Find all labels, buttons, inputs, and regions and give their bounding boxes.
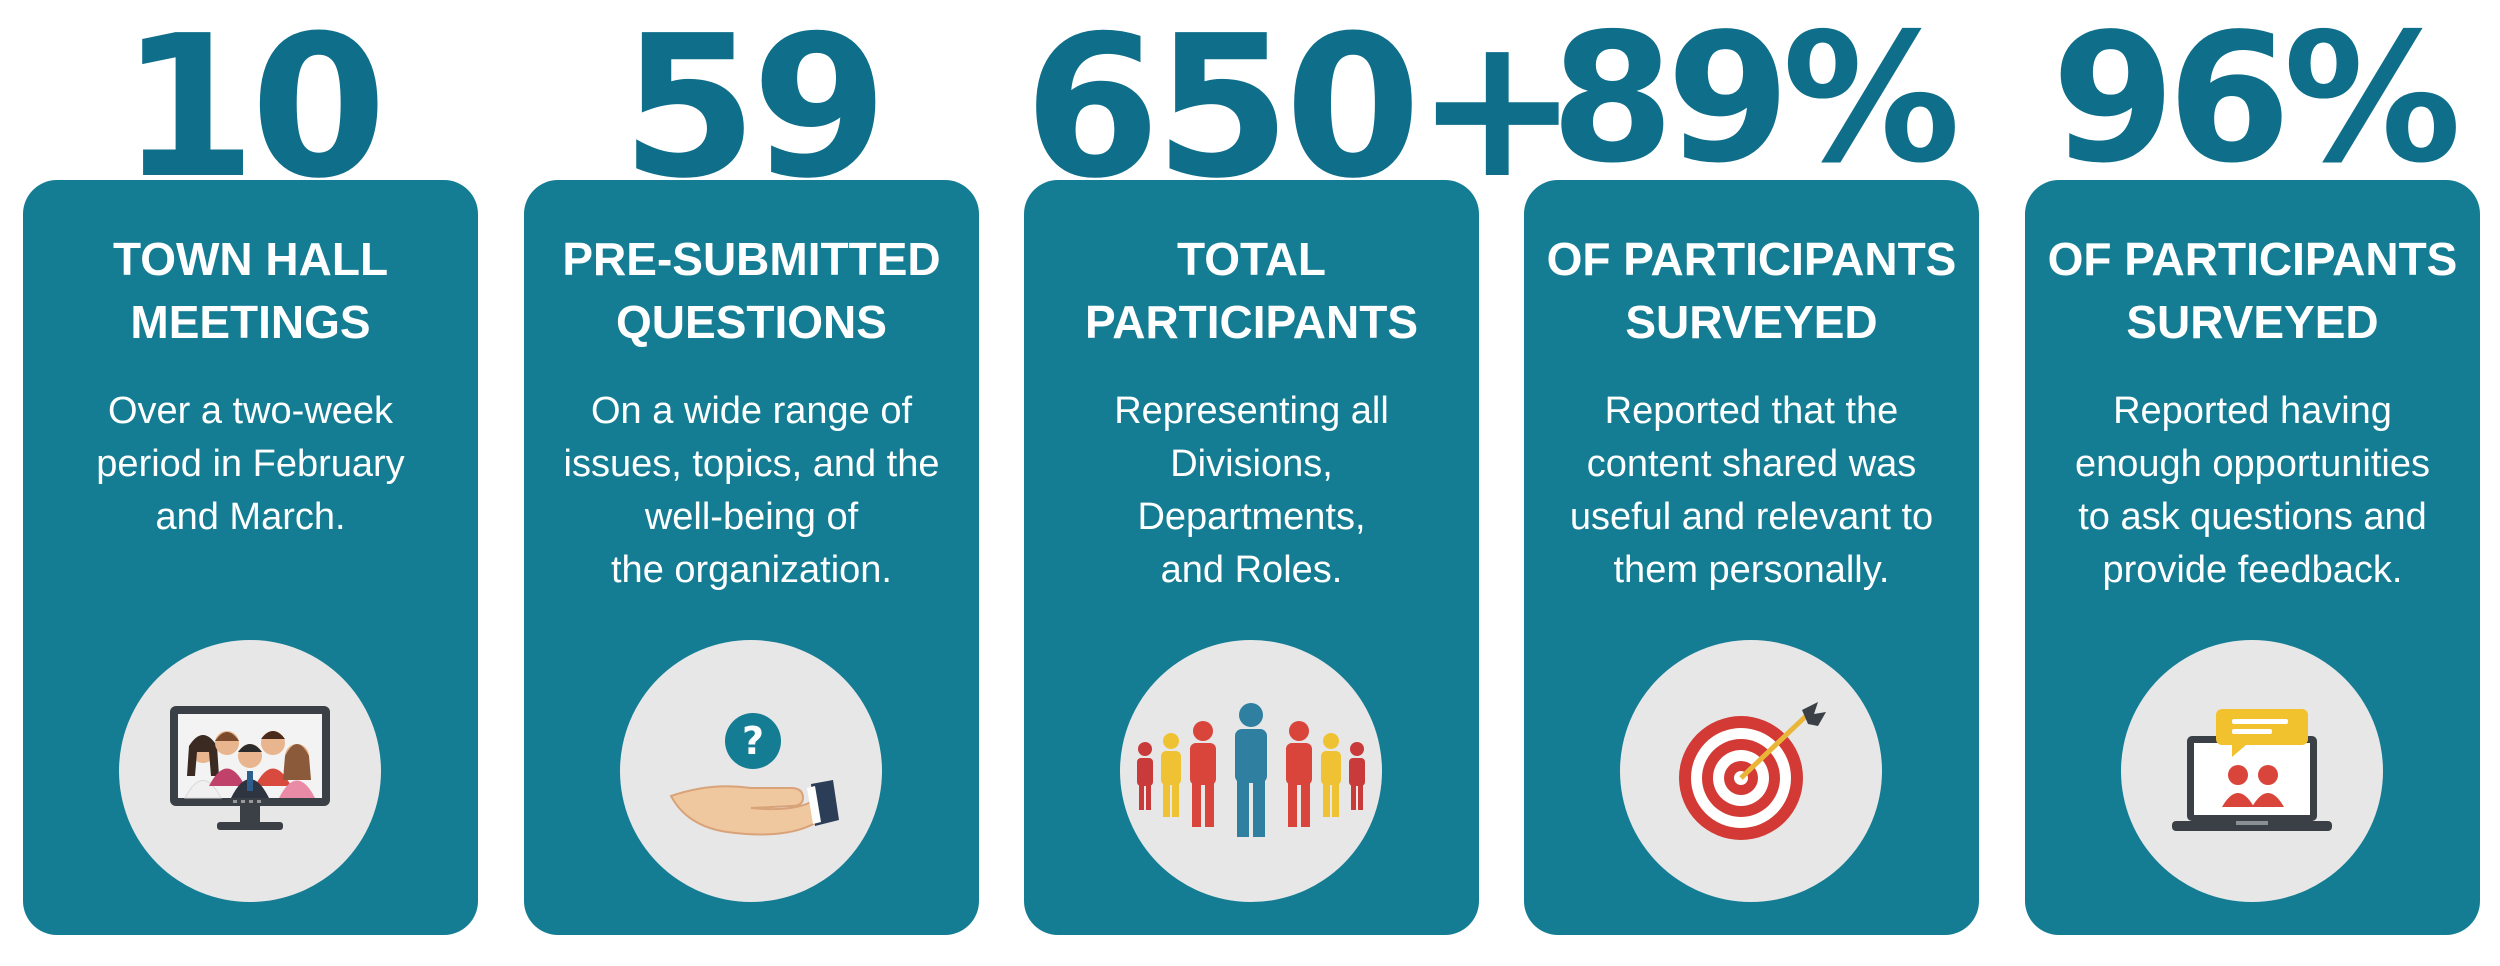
card-description-line: useful and relevant to [1569,496,1934,538]
card-description-line: enough opportunities [2075,443,2430,485]
stat-card-town-hall: 10 TOWN HALL MEETINGS Over a two-week pe… [23,10,478,935]
card-title-line: OF PARTICIPANTS [2047,233,2458,285]
icon-badge [1120,640,1382,902]
card-title-line: SURVEYED [2126,296,2379,348]
stat-number: 89% [1550,0,1960,202]
icon-badge [1620,640,1882,902]
card-description-line: period in February [96,443,405,485]
laptop-chat-icon [2172,709,2332,831]
card-description: Representing all Divisions, Departments,… [1036,385,1467,597]
card-title-line: SURVEYED [1625,296,1878,348]
card-title-line: QUESTIONS [616,296,887,348]
card-title-line: TOTAL [1176,233,1327,285]
card-title-line: PARTICIPANTS [1084,296,1419,348]
card-description-line: Reported having [2113,390,2392,432]
stat-number: 59 [621,0,888,222]
stat-card-feedback: 96% OF PARTICIPANTS SURVEYED Reported ha… [2025,10,2480,935]
card-description: Over a two-week period in February and M… [35,385,466,544]
card-description-line: the organization. [611,549,892,591]
icon-badge [119,640,381,902]
stat-card-participants: 650+ TOTAL PARTICIPANTS Representing all… [1024,10,1579,935]
crowd-icon [1137,703,1365,837]
card-description-line: and March. [155,496,346,538]
icon-badge [2121,640,2383,902]
stat-number: 650+ [1024,0,1579,222]
stat-card-questions: 59 PRE-SUBMITTED QUESTIONS On a wide ran… [524,10,979,935]
stat-card-useful: 89% OF PARTICIPANTS SURVEYED Reported th… [1524,10,1979,935]
card-title-line: PRE-SUBMITTED [562,233,941,285]
card-description: Reported having enough opportunities to … [2037,385,2468,597]
stat-number: 10 [120,0,387,222]
target-icon [1679,702,1826,840]
card-title: OF PARTICIPANTS SURVEYED [1534,228,1969,354]
card-description-line: well-being of [644,496,859,538]
card-description-line: them personally. [1613,549,1890,591]
card-description-line: On a wide range of [590,390,913,432]
stat-number: 96% [2051,0,2461,202]
card-title: TOWN HALL MEETINGS [33,228,468,354]
card-description-line: and Roles. [1160,549,1343,591]
card-description-line: Reported that the [1604,390,1899,432]
card-title: PRE-SUBMITTED QUESTIONS [534,228,969,354]
card-title: TOTAL PARTICIPANTS [1034,228,1469,354]
card-description-line: issues, topics, and the [563,443,940,485]
card-description: Reported that the content shared was use… [1536,385,1967,597]
card-description-line: provide feedback. [2102,549,2403,591]
svg-text:?: ? [742,719,764,763]
card-title-line: TOWN HALL [112,233,389,285]
card-description-line: Over a two-week [107,390,394,432]
card-title-line: MEETINGS [130,296,371,348]
video-conference-icon [170,706,330,830]
card-description-line: Divisions, [1170,443,1333,485]
icon-badge: ? [620,640,882,902]
card-description-line: Representing all [1114,390,1389,432]
card-description-line: content shared was [1586,443,1917,485]
card-title: OF PARTICIPANTS SURVEYED [2035,228,2470,354]
card-description: On a wide range of issues, topics, and t… [536,385,967,597]
card-description-line: to ask questions and [2078,496,2427,538]
card-description-line: Departments, [1137,496,1366,538]
question-hand-icon: ? [669,713,839,836]
card-title-line: OF PARTICIPANTS [1546,233,1957,285]
